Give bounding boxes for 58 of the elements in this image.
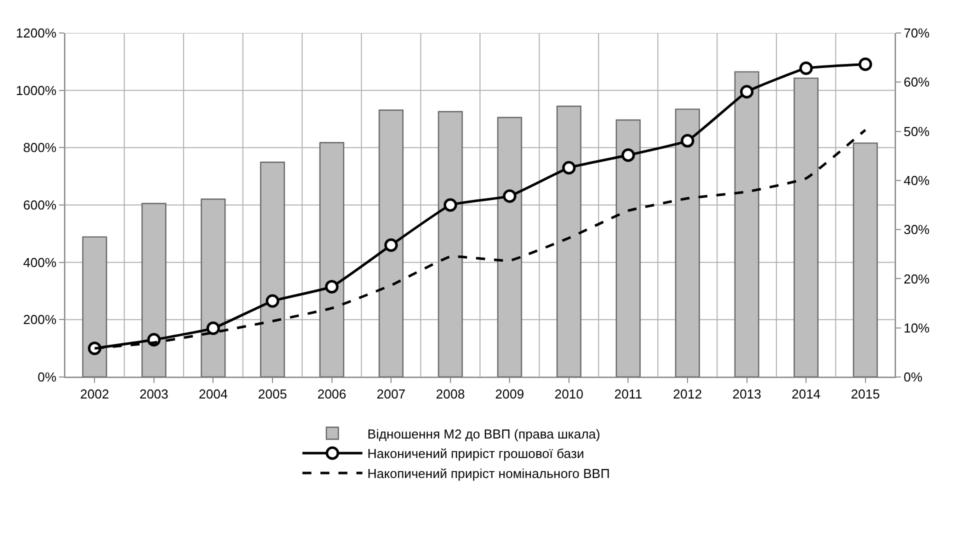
legend-label: Наконичений приріст грошової бази [367,446,584,462]
bar [200,198,226,377]
point [266,294,280,308]
y-tick-label: 800% [23,140,57,156]
y-tick-label: 200% [23,312,57,328]
bar [438,111,463,377]
y-tick-label: 1200% [16,26,57,41]
bar [378,110,404,377]
x-tick-label: 2013 [732,386,762,402]
point [502,189,516,203]
point [680,134,694,148]
y2-tick-label: 10% [904,320,930,336]
point [740,85,754,99]
x-tick-label: 2010 [554,386,584,402]
x-tick-label: 2002 [80,386,110,402]
y-tick-label: 400% [23,254,57,270]
bar [675,108,700,377]
bar [497,116,522,377]
point [858,58,872,71]
point [384,238,398,252]
point [206,322,220,336]
y2-tick-label: 0% [904,370,923,385]
legend-label: Відношення М2 до ВВП (права шкала) [367,426,600,442]
point [562,160,576,174]
y2-tick-label: 20% [904,271,930,286]
bar [141,202,166,377]
y2-tick-label: 40% [904,172,930,188]
x-tick-label: 2012 [673,386,702,402]
x-tick-label: 2009 [495,386,524,402]
y-tick-label: 1000% [16,82,57,98]
y2-tick-label: 70% [904,26,930,41]
x-tick-label: 2005 [258,386,287,402]
y2-tick-label: 50% [904,124,930,139]
bar [319,142,344,377]
point [799,62,813,76]
bar [794,78,819,377]
bar [616,119,641,377]
x-tick-label: 2014 [792,386,821,402]
bar [734,71,760,377]
point [444,198,458,212]
y2-tick-label: 30% [904,222,930,238]
y2-tick-label: 60% [904,74,930,90]
x-tick-label: 2003 [139,386,168,402]
bar [260,162,285,377]
point [325,280,339,294]
x-tick-label: 2011 [614,386,642,402]
x-tick-label: 2006 [317,386,346,402]
point [621,148,635,162]
bar [852,142,878,377]
x-tick-label: 2015 [850,386,880,402]
x-tick-label: 2004 [198,386,228,402]
bar [556,106,582,377]
bar [82,236,108,377]
y-tick-label: 0% [38,370,57,385]
x-tick-label: 2008 [436,386,465,402]
x-tick-label: 2007 [376,386,406,402]
y-tick-label: 600% [23,198,57,213]
legend-label: Накопичений приріст номінального ВВП [367,466,610,482]
